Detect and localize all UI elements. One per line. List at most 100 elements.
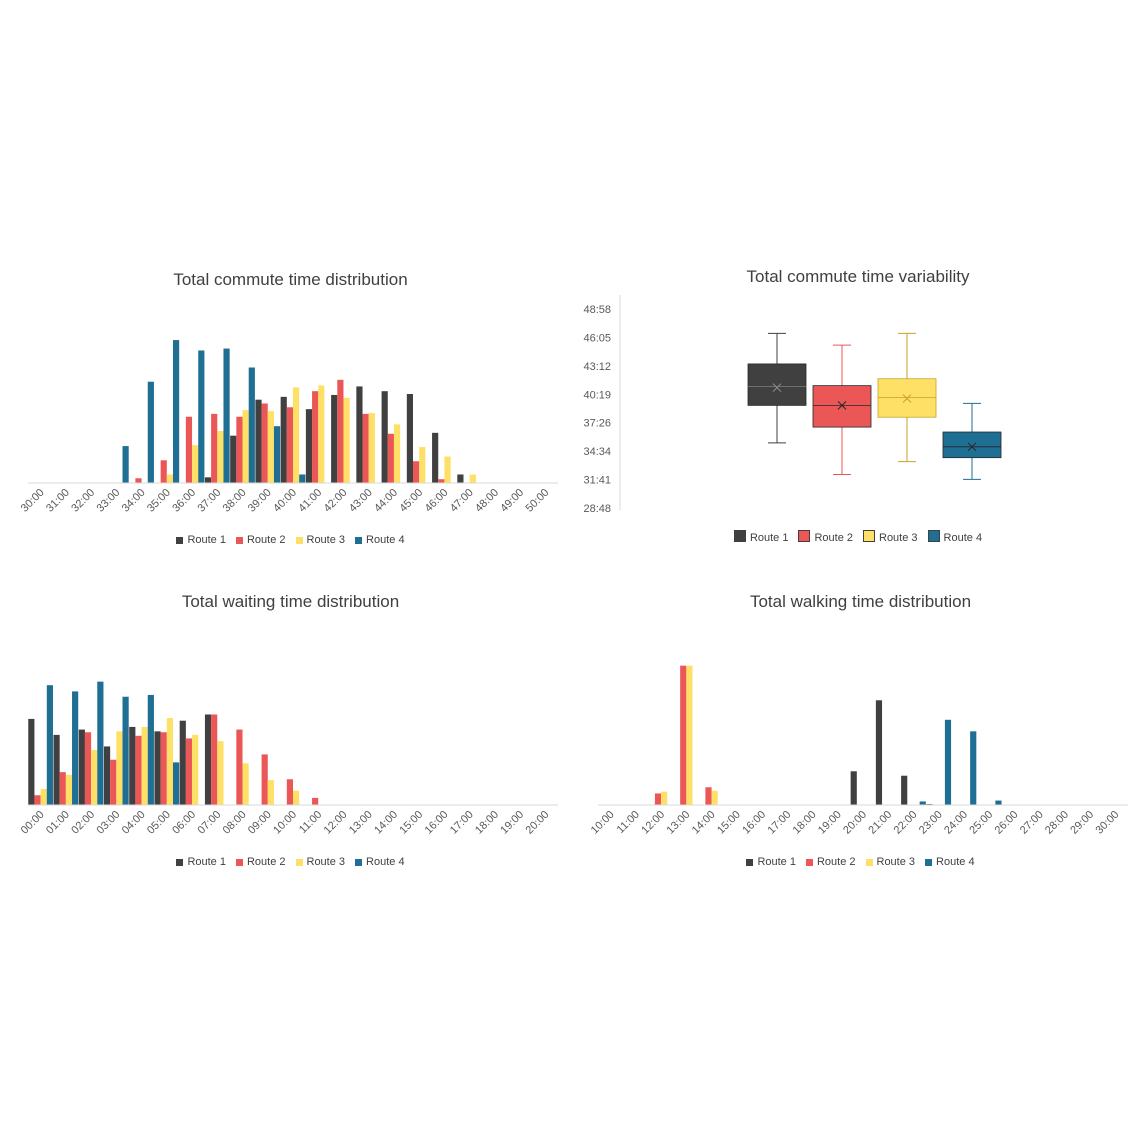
bar — [192, 734, 199, 805]
y-tick-label: 28:48 — [583, 503, 611, 515]
x-tick-label: 03:00 — [95, 809, 123, 837]
bar — [381, 391, 388, 483]
bar — [160, 732, 167, 805]
x-tick-label: 15:00 — [397, 809, 425, 837]
bar — [312, 391, 319, 483]
bar — [28, 718, 35, 805]
legend-label: Route 2 — [246, 534, 286, 546]
bar — [368, 412, 375, 483]
x-tick-label: 17:00 — [448, 809, 476, 837]
bar — [267, 780, 274, 805]
legend-item: Route 3 — [865, 856, 916, 868]
bar — [122, 696, 129, 805]
box-body — [747, 363, 807, 406]
mean-marker — [902, 394, 912, 403]
x-tick-label: 06:00 — [170, 809, 198, 837]
x-tick-label: 09:00 — [246, 809, 274, 837]
y-tick-label: 48:58 — [583, 304, 611, 316]
bar — [242, 410, 249, 483]
x-tick-label: 05:00 — [145, 809, 173, 837]
x-tick-label: 00:00 — [19, 809, 47, 837]
legend-swatch — [355, 537, 363, 544]
x-tick-label: 35:00 — [145, 487, 173, 515]
bar — [116, 731, 123, 805]
x-tick-label: 27:00 — [1018, 809, 1046, 837]
bar — [267, 411, 274, 483]
x-tick-label: 11:00 — [297, 809, 324, 836]
x-tick-label: 43:00 — [347, 487, 375, 515]
chart-legend: Route 1 Route 2 Route 3 Route 4 — [578, 530, 1128, 544]
commute-variability-chart: Total commute time variability 28:48 31:4… — [578, 265, 1128, 555]
bar — [103, 746, 111, 805]
legend-item: Route 3 — [295, 534, 345, 546]
legend-label: Route 1 — [187, 856, 226, 868]
bar — [198, 350, 205, 483]
chart-plot: 30:0031:0032:0033:0034:0035:0036:0037:00… — [19, 340, 558, 515]
legend-item: Route 2 — [798, 530, 853, 544]
bar — [944, 719, 952, 805]
x-tick-label: 16:00 — [740, 809, 768, 837]
legend-label: Route 2 — [814, 532, 853, 544]
chart-title: Total waiting time distribution — [181, 592, 400, 611]
legend-label: Route 2 — [246, 856, 286, 868]
x-tick-label: 30:00 — [19, 487, 47, 515]
bar — [172, 340, 180, 483]
chart-title: Total commute time variability — [746, 267, 970, 286]
bar — [217, 741, 224, 805]
x-tick-label: 31:00 — [44, 487, 72, 515]
bar — [97, 681, 104, 805]
x-tick-label: 46:00 — [423, 487, 451, 515]
x-tick-label: 39:00 — [246, 487, 274, 515]
bar — [230, 435, 237, 483]
x-tick-label: 18:00 — [791, 809, 819, 837]
bar — [438, 479, 445, 483]
bar — [280, 396, 287, 483]
box-body — [942, 431, 1002, 459]
y-tick-label: 40:19 — [583, 389, 611, 401]
bar — [331, 394, 338, 483]
x-tick-label: 16:00 — [423, 809, 451, 837]
bar — [84, 732, 92, 805]
x-tick-label: 38:00 — [221, 487, 249, 515]
bar — [53, 734, 60, 805]
bar — [172, 762, 180, 805]
x-tick-label: 47:00 — [448, 487, 476, 515]
legend-swatch — [176, 537, 184, 544]
bar — [65, 774, 73, 805]
bar — [711, 790, 718, 805]
x-tick-label: 10:00 — [589, 809, 617, 837]
bar — [135, 478, 142, 483]
bar — [192, 445, 199, 483]
x-tick-label: 49:00 — [498, 487, 526, 515]
box-route-4 — [942, 402, 1002, 480]
legend-item: Route 2 — [805, 856, 856, 868]
bar — [185, 738, 193, 805]
x-tick-label: 17:00 — [765, 809, 793, 837]
bar — [255, 399, 262, 483]
bar — [875, 700, 883, 805]
bar — [661, 791, 668, 805]
y-tick-label: 43:12 — [583, 361, 611, 373]
bar — [919, 801, 926, 805]
bar — [236, 729, 243, 805]
bar — [469, 474, 476, 483]
legend-label: Route 4 — [936, 856, 975, 868]
bar — [223, 348, 230, 483]
bar — [286, 779, 293, 805]
x-tick-label: 11:00 — [615, 809, 642, 836]
x-tick-label: 29:00 — [1068, 809, 1096, 837]
legend-label: Route 3 — [876, 856, 916, 868]
bar — [686, 665, 693, 805]
x-tick-label: 30:00 — [1094, 809, 1122, 837]
x-tick-label: 34:00 — [120, 487, 148, 515]
bar — [419, 447, 426, 483]
bar — [705, 787, 712, 805]
legend-label: Route 4 — [366, 534, 405, 546]
chart-legend: Route 1 Route 2 Route 3 Route 4 — [588, 856, 1133, 868]
legend-item: Route 3 — [863, 530, 918, 544]
bar — [72, 691, 79, 805]
bar — [135, 735, 142, 805]
x-tick-label: 12:00 — [639, 809, 667, 837]
bar — [179, 720, 186, 805]
box-route-3 — [877, 332, 937, 463]
